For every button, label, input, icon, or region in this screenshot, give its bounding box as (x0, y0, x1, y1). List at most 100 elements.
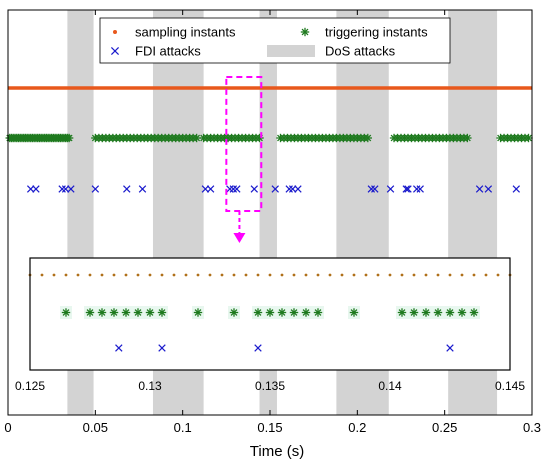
fdi-point (206, 185, 215, 193)
fdi-point (67, 185, 75, 193)
inset-sampling-point (328, 273, 332, 277)
inset-sampling-point (292, 273, 296, 277)
inset-sampling-point (376, 273, 380, 277)
inset-triggering-point (253, 308, 263, 317)
inset-sampling-point (424, 273, 428, 277)
inset-sampling-point (148, 273, 152, 277)
inset-sampling-point (52, 273, 56, 277)
inset-triggering-point (445, 308, 455, 317)
inset-sampling-point (364, 273, 368, 277)
inset-triggering-point (289, 308, 299, 317)
inset-triggering-point (109, 308, 119, 317)
fdi-point (123, 185, 131, 193)
inset-triggering-point (229, 308, 239, 317)
legend-label: triggering instants (325, 25, 428, 40)
inset-sampling-point (412, 273, 416, 277)
triggering-point (463, 133, 472, 143)
x-axis-label: Time (s) (250, 443, 304, 460)
inset-triggering-point (121, 308, 131, 317)
inset-tick-label: 0.145 (495, 379, 525, 393)
fdi-point (226, 185, 234, 193)
zoom-box (225, 76, 263, 212)
inset-fdi-point (115, 344, 123, 352)
zoom-indicator (225, 76, 263, 243)
inset-sampling-point (388, 273, 392, 277)
inset-sampling-point (220, 273, 224, 277)
legend-label: FDI attacks (135, 44, 201, 59)
legend-marker-dos (267, 45, 315, 57)
inset-sampling-point (256, 273, 260, 277)
inset-sampling-point (172, 273, 176, 277)
inset-sampling-point (484, 273, 488, 277)
x-tick-label: 0.05 (83, 420, 108, 435)
inset-sampling-point (268, 273, 272, 277)
inset-triggering-point (421, 308, 431, 317)
fdi-point (58, 185, 66, 193)
x-tick-label: 0.25 (432, 420, 457, 435)
inset-chart: 0.125 0.13 0.135 0.14 0.145 (15, 257, 525, 393)
inset-fdi-point (158, 344, 166, 352)
triggering-point (363, 133, 373, 143)
inset-triggering-point (61, 308, 71, 317)
inset-triggering-point (469, 308, 479, 317)
fdi-point (512, 185, 521, 193)
inset-sampling-point (304, 273, 308, 277)
inset-triggering-point (409, 308, 419, 317)
inset-triggering-point (433, 308, 443, 317)
fdi-point (271, 185, 279, 193)
inset-sampling-point (136, 273, 140, 277)
inset-sampling-point (244, 273, 248, 277)
inset-triggering-point (349, 308, 359, 317)
fdi-point (475, 185, 484, 193)
fdi-point (371, 185, 379, 193)
triggering-point (255, 133, 264, 143)
x-tick-label: 0.1 (174, 420, 192, 435)
x-tick-label: 0 (4, 420, 11, 435)
zoom-arrow-head (233, 233, 246, 243)
inset-tick-label: 0.125 (15, 379, 45, 393)
inset-sampling-point (400, 273, 404, 277)
inset-sampling-point (196, 273, 200, 277)
fdi-point (285, 185, 293, 193)
inset-sampling-point (472, 273, 476, 277)
fdi-point (229, 185, 238, 193)
inset-triggering-point (301, 308, 311, 317)
fdi-point (233, 185, 241, 193)
x-tick-label: 0.2 (348, 420, 366, 435)
inset-fdi-point (254, 344, 262, 352)
inset-sampling-point (436, 273, 440, 277)
inset-sampling-point (64, 273, 68, 277)
inset-sampling-point (496, 273, 500, 277)
inset-triggering-point (157, 308, 167, 317)
inset-sampling-point (232, 273, 236, 277)
triggering-point (64, 133, 74, 143)
inset-triggering-point (277, 308, 287, 317)
inset-frame (29, 257, 511, 371)
inset-sampling-point (316, 273, 320, 277)
inset-tick-label: 0.135 (255, 379, 285, 393)
inset-sampling-point (460, 273, 464, 277)
inset-sampling-point (88, 273, 92, 277)
inset-tick-label: 0.13 (138, 379, 162, 393)
fdi-point (91, 185, 100, 193)
fdi-point (386, 185, 395, 193)
fdi-point (294, 185, 302, 193)
inset-sampling-point (280, 273, 284, 277)
inset-triggering-point (397, 308, 407, 317)
inset-sampling-point (448, 273, 452, 277)
triggering-point (524, 133, 533, 143)
inset-triggering-point (265, 308, 275, 317)
inset-sampling-point (160, 273, 164, 277)
inset-sampling-point (340, 273, 344, 277)
fdi-point (484, 185, 493, 193)
legend-marker-fdi (110, 46, 120, 56)
inset-sampling-point (352, 273, 356, 277)
fdi-point (138, 185, 147, 193)
legend-label: DoS attacks (325, 44, 396, 59)
fdi-point (367, 185, 376, 193)
fdi-point (250, 185, 259, 193)
legend-label: sampling instants (135, 25, 236, 40)
inset-triggering-point (133, 308, 143, 317)
main-series (5, 86, 533, 193)
